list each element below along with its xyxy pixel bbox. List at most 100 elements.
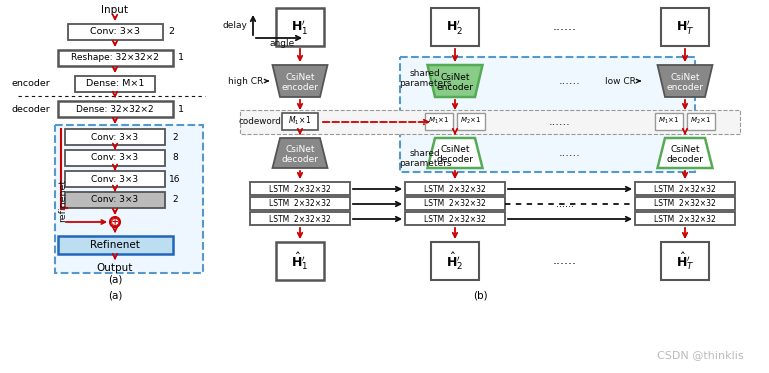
Text: CsiNet: CsiNet xyxy=(671,145,700,154)
Text: $\hat{\mathbf{H}}_1'$: $\hat{\mathbf{H}}_1'$ xyxy=(291,250,308,272)
Text: Conv: 3×3: Conv: 3×3 xyxy=(92,195,138,204)
Polygon shape xyxy=(272,65,328,97)
Text: LSTM  2×32×32: LSTM 2×32×32 xyxy=(269,200,331,209)
Text: Output: Output xyxy=(97,263,133,273)
Bar xyxy=(276,8,324,46)
Text: $\hat{\mathbf{H}}_T'$: $\hat{\mathbf{H}}_T'$ xyxy=(676,250,694,272)
Text: encoder: encoder xyxy=(12,78,50,88)
Bar xyxy=(276,242,324,280)
Text: LSTM  2×32×32: LSTM 2×32×32 xyxy=(269,185,331,194)
Bar xyxy=(58,50,173,66)
Text: Conv: 3×3: Conv: 3×3 xyxy=(92,132,138,141)
Text: Refinenet: Refinenet xyxy=(90,240,140,250)
Text: decoder: decoder xyxy=(667,156,704,164)
Text: 2: 2 xyxy=(172,132,178,141)
Text: $M_1\!\times\!1$: $M_1\!\times\!1$ xyxy=(288,115,311,127)
Text: encoder: encoder xyxy=(281,84,318,93)
Polygon shape xyxy=(272,138,328,168)
Text: shared: shared xyxy=(410,148,441,157)
Text: high CR: high CR xyxy=(228,76,263,85)
Text: shared: shared xyxy=(410,69,441,78)
Text: parameters: parameters xyxy=(399,159,451,167)
Bar xyxy=(635,212,735,225)
Text: LSTM  2×32×32: LSTM 2×32×32 xyxy=(269,214,331,223)
Polygon shape xyxy=(428,65,482,97)
Bar xyxy=(431,8,479,46)
Text: $\mathbf{H}_1'$: $\mathbf{H}_1'$ xyxy=(291,18,308,36)
Text: 8: 8 xyxy=(172,154,178,163)
Bar xyxy=(425,113,453,130)
Text: LSTM  2×32×32: LSTM 2×32×32 xyxy=(424,214,486,223)
Text: CsiNet: CsiNet xyxy=(440,145,470,154)
Text: CsiNet: CsiNet xyxy=(440,73,470,82)
Text: LSTM  2×32×32: LSTM 2×32×32 xyxy=(654,214,716,223)
Text: Conv: 3×3: Conv: 3×3 xyxy=(90,28,140,37)
Text: Input: Input xyxy=(102,5,128,15)
Text: encoder: encoder xyxy=(437,84,474,93)
Text: angle: angle xyxy=(269,38,295,47)
Text: 1: 1 xyxy=(178,104,184,113)
Text: Conv: 3×3: Conv: 3×3 xyxy=(92,175,138,184)
Text: LSTM  2×32×32: LSTM 2×32×32 xyxy=(424,200,486,209)
Text: 16: 16 xyxy=(169,175,181,184)
Bar xyxy=(661,242,709,280)
Text: delay: delay xyxy=(222,21,247,29)
Bar xyxy=(68,24,163,40)
Bar xyxy=(240,110,740,134)
Bar xyxy=(635,197,735,210)
Bar xyxy=(431,242,479,280)
Text: parameters: parameters xyxy=(399,78,451,88)
Text: 1: 1 xyxy=(178,53,184,63)
Text: Dense: 32×32×2: Dense: 32×32×2 xyxy=(76,104,154,113)
Text: ......: ...... xyxy=(559,76,581,86)
Bar xyxy=(65,150,165,166)
Text: LSTM  2×32×32: LSTM 2×32×32 xyxy=(654,185,716,194)
Text: ......: ...... xyxy=(559,148,581,158)
Text: $\hat{\mathbf{H}}_2'$: $\hat{\mathbf{H}}_2'$ xyxy=(446,250,464,272)
Bar xyxy=(250,212,350,225)
Bar xyxy=(55,125,203,273)
Text: 2: 2 xyxy=(172,195,178,204)
Bar xyxy=(687,113,715,130)
Bar xyxy=(405,197,505,210)
Text: ......: ...... xyxy=(553,254,577,267)
Text: $\mathbf{H}_2'$: $\mathbf{H}_2'$ xyxy=(446,18,464,36)
Bar xyxy=(250,182,350,195)
Text: $M_1\!\times\!1$: $M_1\!\times\!1$ xyxy=(658,116,680,126)
Text: Dense: Μ×1: Dense: Μ×1 xyxy=(86,79,145,88)
Text: decoder: decoder xyxy=(12,104,50,113)
Text: Reshape: 32×32×2: Reshape: 32×32×2 xyxy=(71,53,159,63)
Text: CsiNet: CsiNet xyxy=(671,73,700,82)
Circle shape xyxy=(110,217,120,227)
Text: $M_1\!\times\!1$: $M_1\!\times\!1$ xyxy=(428,116,450,126)
Bar xyxy=(65,129,165,145)
Bar xyxy=(405,212,505,225)
Text: low CR: low CR xyxy=(605,76,636,85)
Bar xyxy=(250,197,350,210)
Text: CSDN @thinklis: CSDN @thinklis xyxy=(657,350,744,360)
Bar xyxy=(282,113,318,130)
Bar xyxy=(58,101,173,117)
Bar xyxy=(661,8,709,46)
Bar xyxy=(635,182,735,195)
Text: CsiNet: CsiNet xyxy=(285,145,315,154)
Text: 2: 2 xyxy=(168,28,174,37)
Bar xyxy=(457,113,485,130)
Text: $M_2\!\times\!1$: $M_2\!\times\!1$ xyxy=(691,116,712,126)
Text: Conv: 3×3: Conv: 3×3 xyxy=(92,154,138,163)
Text: ⊕: ⊕ xyxy=(110,216,120,229)
Polygon shape xyxy=(428,138,482,168)
Bar xyxy=(65,192,165,208)
Text: encoder: encoder xyxy=(667,84,704,93)
Bar xyxy=(405,182,505,195)
Bar xyxy=(75,76,155,92)
Text: $M_2\!\times\!1$: $M_2\!\times\!1$ xyxy=(461,116,481,126)
Text: LSTM  2×32×32: LSTM 2×32×32 xyxy=(654,200,716,209)
Text: codeword: codeword xyxy=(238,117,281,126)
Text: (b): (b) xyxy=(473,290,488,300)
Text: refinenet: refinenet xyxy=(58,178,68,222)
Text: LSTM  2×32×32: LSTM 2×32×32 xyxy=(424,185,486,194)
Polygon shape xyxy=(657,138,713,168)
Text: CsiNet: CsiNet xyxy=(285,73,315,82)
Bar xyxy=(400,57,695,172)
